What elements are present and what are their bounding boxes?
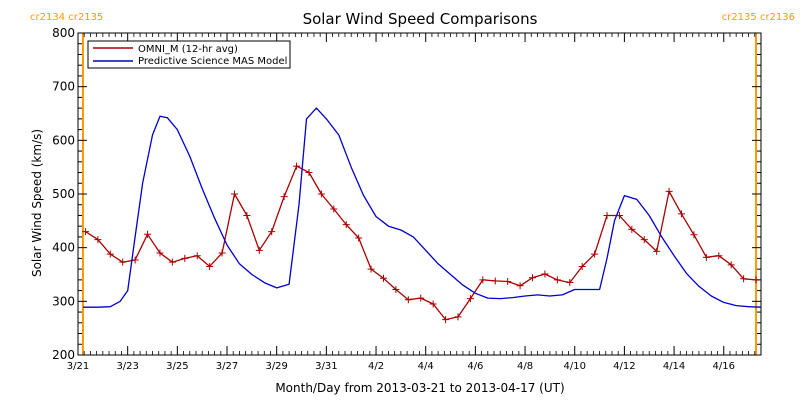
data-point-marker [442, 316, 450, 324]
data-point-marker [479, 276, 487, 284]
x-tick-label: 4/14 [663, 361, 685, 372]
data-point-marker [454, 313, 462, 321]
x-tick-label: 4/16 [713, 361, 735, 372]
data-point-marker [628, 225, 636, 233]
y-tick-label: 400 [52, 241, 75, 255]
legend-label-mas: Predictive Science MAS Model [138, 56, 287, 67]
data-point-marker [293, 162, 301, 170]
data-point-marker [715, 252, 723, 260]
y-tick-label: 200 [52, 348, 75, 362]
data-point-marker [541, 270, 549, 278]
data-point-marker [243, 211, 251, 219]
data-point-marker [392, 286, 400, 294]
y-tick-label: 600 [52, 133, 75, 147]
data-point-marker [193, 252, 201, 260]
data-point-marker [429, 300, 437, 308]
data-point-marker [230, 190, 238, 198]
y-tick-label: 300 [52, 294, 75, 308]
data-point-marker [491, 277, 499, 285]
data-point-marker [119, 258, 127, 266]
data-point-marker [727, 261, 735, 269]
legend: OMNI_M (12-hr avg) Predictive Science MA… [87, 40, 291, 69]
data-point-marker [181, 254, 189, 262]
legend-label-omni: OMNI_M (12-hr avg) [138, 44, 238, 55]
data-point-marker [640, 236, 648, 244]
data-point-marker [255, 246, 263, 254]
data-point-marker [665, 187, 673, 195]
series-line [83, 107, 762, 308]
chart-title: Solar Wind Speed Comparisons [303, 10, 538, 28]
data-point-marker [553, 276, 561, 284]
data-point-marker [206, 262, 214, 270]
x-tick-label: 4/8 [517, 361, 533, 372]
data-point-marker [106, 250, 114, 258]
x-tick-label: 4/10 [563, 361, 585, 372]
data-point-marker [342, 221, 350, 229]
data-point-marker [144, 230, 152, 238]
legend-box [87, 40, 291, 69]
data-point-marker [702, 253, 710, 261]
data-point-marker [578, 262, 586, 270]
x-tick-label: 3/29 [265, 361, 287, 372]
data-point-marker [529, 274, 537, 282]
data-point-marker [156, 249, 164, 257]
x-tick-label: 4/6 [467, 361, 483, 372]
data-point-marker [379, 274, 387, 282]
data-point-marker [168, 258, 176, 266]
data-point-marker [678, 210, 686, 218]
data-point-marker [355, 234, 363, 242]
data-point-marker [305, 169, 313, 177]
data-point-marker [653, 247, 661, 255]
x-tick-label: 4/2 [368, 361, 384, 372]
y-tick-label: 800 [52, 26, 75, 40]
data-point-marker [566, 279, 574, 287]
data-point-marker [591, 250, 599, 258]
y-tick-label: 700 [52, 80, 75, 94]
data-point-marker [367, 265, 375, 273]
data-point-marker [81, 228, 89, 236]
x-tick-label: 3/31 [315, 361, 337, 372]
series-layer [81, 107, 762, 324]
data-point-marker [740, 275, 748, 283]
x-tick-label: 3/25 [166, 361, 188, 372]
x-tick-label: 3/23 [116, 361, 138, 372]
y-axis-label: Solar Wind Speed (km/s) [30, 129, 44, 277]
x-tick-label: 3/27 [216, 361, 238, 372]
data-point-marker [317, 190, 325, 198]
x-tick-label: 4/4 [418, 361, 434, 372]
data-point-marker [690, 231, 698, 239]
data-point-marker [330, 205, 338, 213]
data-point-marker [603, 211, 611, 219]
data-point-marker [268, 228, 276, 236]
x-tick-label: 3/21 [67, 361, 89, 372]
x-tick-label: 4/12 [613, 361, 635, 372]
data-point-marker [218, 249, 226, 257]
x-axis-label: Month/Day from 2013-03-21 to 2013-04-17 … [275, 381, 564, 395]
data-point-marker [466, 295, 474, 303]
axes: 200 300 400 500 600 700 800 3/21 3/23 3/25 3/27 3/2… [52, 26, 762, 372]
carrington-label: cr2135 cr2136 [722, 12, 795, 23]
data-point-marker [131, 256, 139, 264]
data-point-marker [404, 296, 412, 304]
data-point-marker [516, 282, 524, 290]
data-point-marker [280, 193, 288, 201]
y-tick-label: 500 [52, 187, 75, 201]
data-point-marker [94, 236, 102, 244]
plot-frame [77, 32, 762, 356]
data-point-marker [417, 294, 425, 302]
data-point-marker [504, 277, 512, 285]
carrington-label: cr2134 cr2135 [30, 12, 103, 23]
